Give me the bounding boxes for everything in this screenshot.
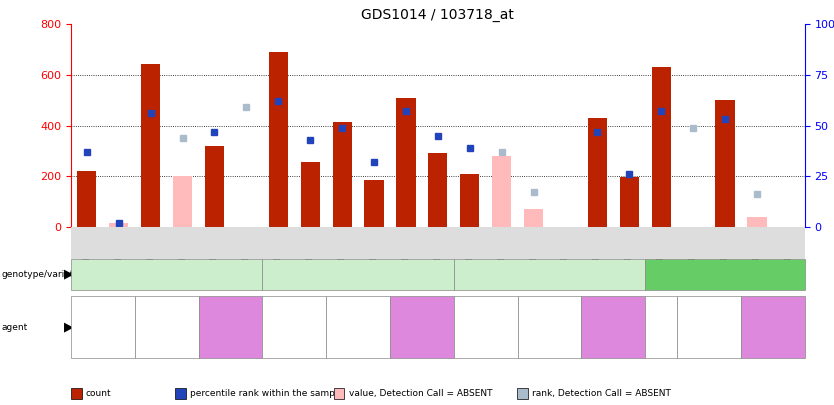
Text: ▶: ▶ (64, 320, 74, 334)
Text: constitutive
Srf: constitutive Srf (748, 318, 797, 337)
Bar (364, 180, 384, 227)
Bar (141, 64, 160, 227)
Bar (396, 98, 415, 227)
Text: non-binding
Srf: non-binding Srf (333, 318, 384, 337)
Text: vector
control: vector control (471, 318, 500, 337)
Bar (333, 122, 352, 227)
Bar (78, 171, 97, 227)
Text: vector
control: vector control (88, 318, 118, 337)
Text: percentile rank within the sample: percentile rank within the sample (190, 389, 344, 398)
Text: ▶: ▶ (64, 268, 74, 281)
Bar (460, 174, 480, 227)
Text: vector
control: vector control (646, 318, 676, 337)
Text: non-binding
Srf: non-binding Srf (525, 318, 575, 337)
Text: homozygous Srf mutant 81: homozygous Srf mutant 81 (488, 270, 611, 279)
Bar (747, 217, 766, 227)
Text: genotype/variation: genotype/variation (2, 270, 88, 279)
Text: value, Detection Call = ABSENT: value, Detection Call = ABSENT (349, 389, 492, 398)
Text: wild type: wild type (146, 270, 188, 279)
Text: non-binding
Srf: non-binding Srf (684, 318, 734, 337)
Bar (205, 146, 224, 227)
Text: count: count (86, 389, 112, 398)
Bar (716, 100, 735, 227)
Text: constitutive
Srf: constitutive Srf (589, 318, 638, 337)
Text: homozygous Srf mutant 100: homozygous Srf mutant 100 (661, 270, 790, 279)
Bar (524, 209, 543, 227)
Text: heterozygous Srf mutant: heterozygous Srf mutant (302, 270, 414, 279)
Bar (588, 118, 607, 227)
Text: non-binding
Srf: non-binding Srf (142, 318, 192, 337)
Bar (269, 52, 288, 227)
Text: vector
control: vector control (279, 318, 309, 337)
Bar (492, 156, 511, 227)
Bar (300, 162, 319, 227)
Bar (429, 153, 447, 227)
Text: rank, Detection Call = ABSENT: rank, Detection Call = ABSENT (532, 389, 671, 398)
Bar (620, 177, 639, 227)
Bar (651, 67, 671, 227)
Bar (109, 223, 128, 227)
Text: constitutive
Srf: constitutive Srf (397, 318, 447, 337)
Text: agent: agent (2, 322, 28, 332)
Title: GDS1014 / 103718_at: GDS1014 / 103718_at (361, 8, 515, 22)
Bar (173, 176, 192, 227)
Text: constitutive
Srf: constitutive Srf (206, 318, 255, 337)
